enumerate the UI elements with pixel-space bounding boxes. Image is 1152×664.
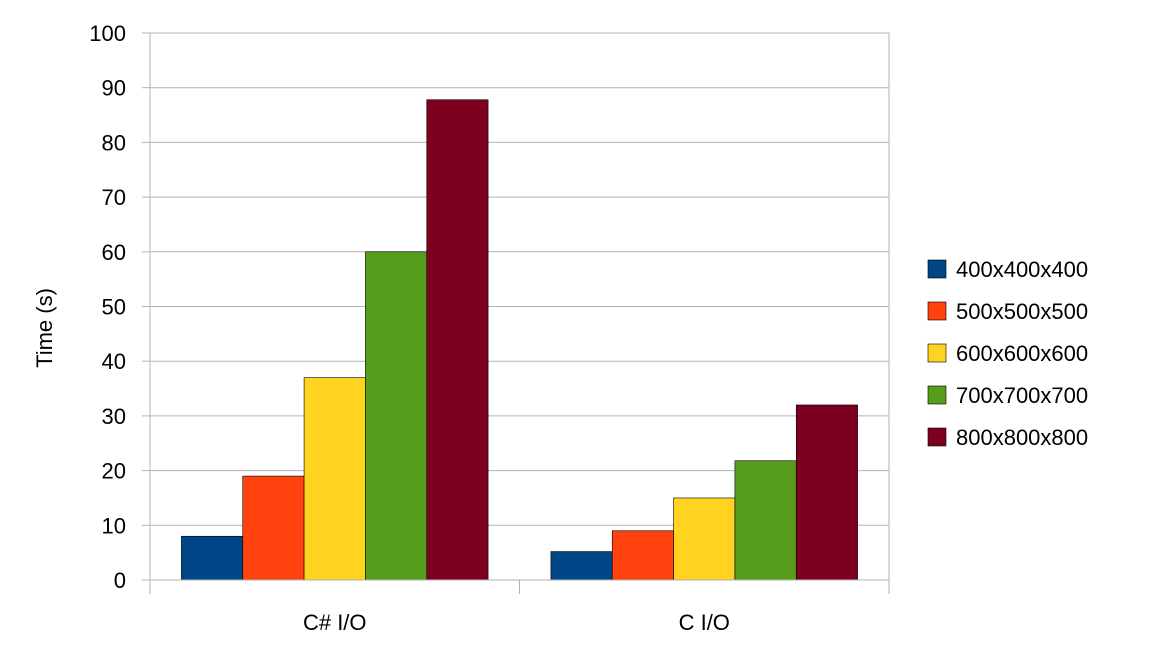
legend-swatch xyxy=(927,385,947,405)
bar xyxy=(181,535,244,581)
bar xyxy=(550,551,613,581)
legend-swatch xyxy=(927,259,947,279)
legend-swatch xyxy=(927,427,947,447)
legend: 400x400x400 500x500x500 600x600x600 700x700… xyxy=(927,257,1088,450)
bars xyxy=(181,99,858,581)
bar xyxy=(365,251,428,581)
legend-label: 400x400x400 xyxy=(956,257,1088,282)
legend-label: 700x700x700 xyxy=(956,383,1088,408)
bar xyxy=(242,475,305,581)
y-tick-label: 20 xyxy=(102,459,126,484)
legend-swatch xyxy=(927,343,947,363)
bar xyxy=(795,404,858,581)
y-tick-label: 10 xyxy=(102,513,126,538)
legend-label: 500x500x500 xyxy=(956,299,1088,324)
y-tick-label: 0 xyxy=(114,568,126,593)
y-tick-label: 90 xyxy=(102,76,126,101)
y-tick-label: 50 xyxy=(102,295,126,320)
bar xyxy=(734,460,797,581)
y-tick-labels: 0 10 20 30 40 50 60 70 80 90 100 xyxy=(89,21,126,593)
x-category-label: C I/O xyxy=(679,610,730,635)
legend-label: 800x800x800 xyxy=(956,425,1088,450)
x-category-labels: C# I/O C I/O xyxy=(303,610,730,635)
legend-label: 600x600x600 xyxy=(956,341,1088,366)
axes xyxy=(142,32,890,594)
legend-swatch xyxy=(927,301,947,321)
y-tick-label: 30 xyxy=(102,404,126,429)
y-axis-title: Time (s) xyxy=(32,288,57,368)
bar xyxy=(673,497,736,581)
bar xyxy=(611,530,674,581)
x-category-label: C# I/O xyxy=(303,610,367,635)
y-tick-label: 70 xyxy=(102,185,126,210)
bar xyxy=(426,99,489,581)
y-tick-label: 60 xyxy=(102,240,126,265)
y-tick-label: 80 xyxy=(102,130,126,155)
y-tick-label: 40 xyxy=(102,349,126,374)
y-tick-label: 100 xyxy=(89,21,126,46)
bar xyxy=(303,377,366,581)
